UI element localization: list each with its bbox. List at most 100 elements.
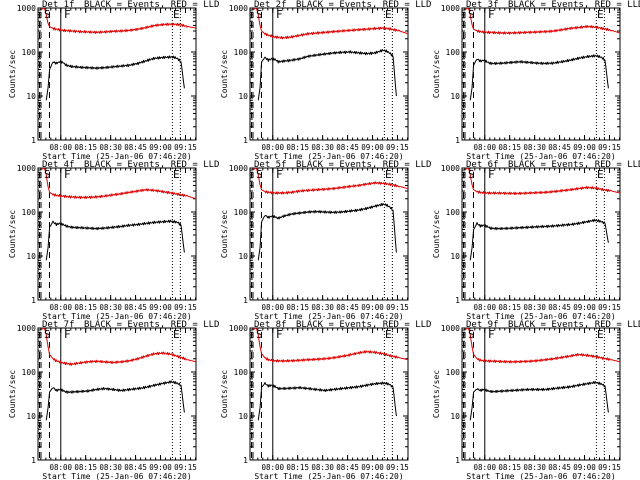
x-axis-label: Start Time (25-Jan-06 07:46:20) — [42, 312, 191, 321]
y-tick-label: 10 — [450, 252, 460, 261]
x-tick-label: 08:45 — [548, 143, 571, 152]
y-tick-label: 100 — [22, 208, 37, 217]
panel-title: Det 9f — [466, 320, 499, 330]
x-tick-label: 08:15 — [498, 303, 521, 312]
x-tick-label: 09:00 — [149, 143, 172, 152]
y-tick-label: 1000 — [17, 4, 36, 13]
panel-title: Det 3f — [466, 0, 499, 10]
series-events-line — [469, 218, 609, 261]
x-tick-label: 09:15 — [174, 143, 197, 152]
panel-title-suffix: BLACK = Events, RED = LLD — [296, 160, 431, 170]
series-lld-line — [40, 7, 197, 34]
x-tick-label: 08:00 — [49, 143, 72, 152]
x-axis-label: Start Time (25-Jan-06 07:46:20) — [466, 312, 615, 321]
x-tick-label: 08:15 — [74, 463, 97, 472]
marker-label-f: F — [276, 168, 283, 181]
panel-title: Det 1f — [42, 0, 75, 10]
x-axis-label: Start Time (25-Jan-06 07:46:20) — [466, 472, 615, 480]
y-axis-label: Counts/sec — [8, 50, 17, 98]
y-tick-label: 1 — [455, 456, 460, 465]
y-tick-label: 1 — [455, 136, 460, 145]
x-tick-label: 08:30 — [523, 463, 546, 472]
plot-frame — [37, 327, 197, 461]
x-tick-label: 08:45 — [124, 303, 147, 312]
series-events-line — [469, 54, 609, 101]
marker-label-e: E — [385, 8, 392, 21]
marker-label-s: S — [468, 8, 475, 21]
marker-label-e: E — [385, 168, 392, 181]
marker-label-s: S — [44, 168, 51, 181]
y-tick-label: 100 — [22, 48, 37, 57]
marker-label-s: S — [468, 328, 475, 341]
x-tick-label: 08:30 — [99, 143, 122, 152]
det-panel-8: Det 8f BLACK = Events, RED = LLD100010010… — [220, 320, 431, 480]
y-tick-label: 100 — [446, 48, 461, 57]
panel-title-suffix: BLACK = Events, RED = LLD — [296, 320, 431, 330]
series-events-line — [45, 219, 185, 261]
y-tick-label: 1 — [31, 456, 36, 465]
marker-label-e: E — [597, 8, 604, 21]
marker-label-s: S — [256, 328, 263, 341]
marker-label-s: S — [468, 168, 475, 181]
panel-title-suffix: BLACK = Events, RED = LLD — [508, 320, 640, 330]
det-panel-6: Det 6f BLACK = Events, RED = LLD100010010… — [432, 160, 640, 321]
marker-label-f: F — [64, 168, 71, 181]
series-lld-line — [464, 327, 621, 364]
x-tick-label: 09:15 — [598, 143, 621, 152]
plot-frame — [37, 167, 197, 301]
marker-label-f: F — [488, 168, 495, 181]
x-tick-label: 08:45 — [336, 463, 359, 472]
y-axis-label: Counts/sec — [432, 50, 441, 98]
series-lld-line — [464, 7, 621, 35]
x-tick-label: 08:00 — [473, 303, 496, 312]
panel-title-suffix: BLACK = Events, RED = LLD — [84, 160, 219, 170]
y-axis-label: Counts/sec — [220, 50, 229, 98]
x-tick-label: 08:30 — [311, 303, 334, 312]
y-tick-label: 100 — [446, 208, 461, 217]
y-tick-label: 10 — [238, 412, 248, 421]
y-tick-label: 100 — [234, 208, 249, 217]
marker-label-e: E — [173, 8, 180, 21]
x-tick-label: 08:15 — [286, 303, 309, 312]
plot-frame — [249, 327, 409, 461]
x-tick-label: 09:00 — [573, 143, 596, 152]
y-tick-label: 1 — [31, 136, 36, 145]
x-axis-label: Start Time (25-Jan-06 07:46:20) — [42, 472, 191, 480]
y-tick-label: 100 — [234, 48, 249, 57]
x-tick-label: 08:15 — [74, 303, 97, 312]
y-tick-label: 100 — [22, 368, 37, 377]
x-tick-label: 08:45 — [124, 143, 147, 152]
x-tick-label: 08:00 — [261, 463, 284, 472]
x-tick-label: 09:15 — [174, 303, 197, 312]
x-tick-label: 09:00 — [149, 463, 172, 472]
marker-label-s: S — [256, 8, 263, 21]
y-axis-label: Counts/sec — [220, 370, 229, 418]
series-lld-line — [252, 327, 409, 363]
y-tick-label: 1000 — [441, 324, 460, 333]
panel-title: Det 8f — [254, 320, 287, 330]
series-events-line — [45, 380, 185, 421]
x-tick-label: 09:00 — [573, 303, 596, 312]
det-panel-7: Det 7f BLACK = Events, RED = LLD100010010… — [8, 320, 219, 480]
panel-title: Det 5f — [254, 160, 287, 170]
y-tick-label: 1000 — [229, 324, 248, 333]
plot-frame — [249, 7, 409, 141]
x-tick-label: 08:30 — [99, 303, 122, 312]
x-axis-label: Start Time (25-Jan-06 07:46:20) — [254, 312, 403, 321]
x-tick-label: 08:15 — [286, 463, 309, 472]
det-panel-4: Det 4f BLACK = Events, RED = LLD100010010… — [8, 160, 219, 321]
marker-label-s: S — [256, 168, 263, 181]
x-tick-label: 08:30 — [99, 463, 122, 472]
marker-label-s: S — [44, 328, 51, 341]
marker-label-f: F — [64, 8, 71, 21]
y-tick-label: 1000 — [17, 164, 36, 173]
y-tick-label: 1000 — [229, 4, 248, 13]
marker-label-f: F — [64, 328, 71, 341]
x-tick-label: 08:30 — [311, 143, 334, 152]
series-lld-line — [252, 167, 409, 195]
x-tick-label: 08:15 — [74, 143, 97, 152]
x-tick-label: 09:15 — [386, 143, 409, 152]
x-tick-label: 09:00 — [361, 463, 384, 472]
